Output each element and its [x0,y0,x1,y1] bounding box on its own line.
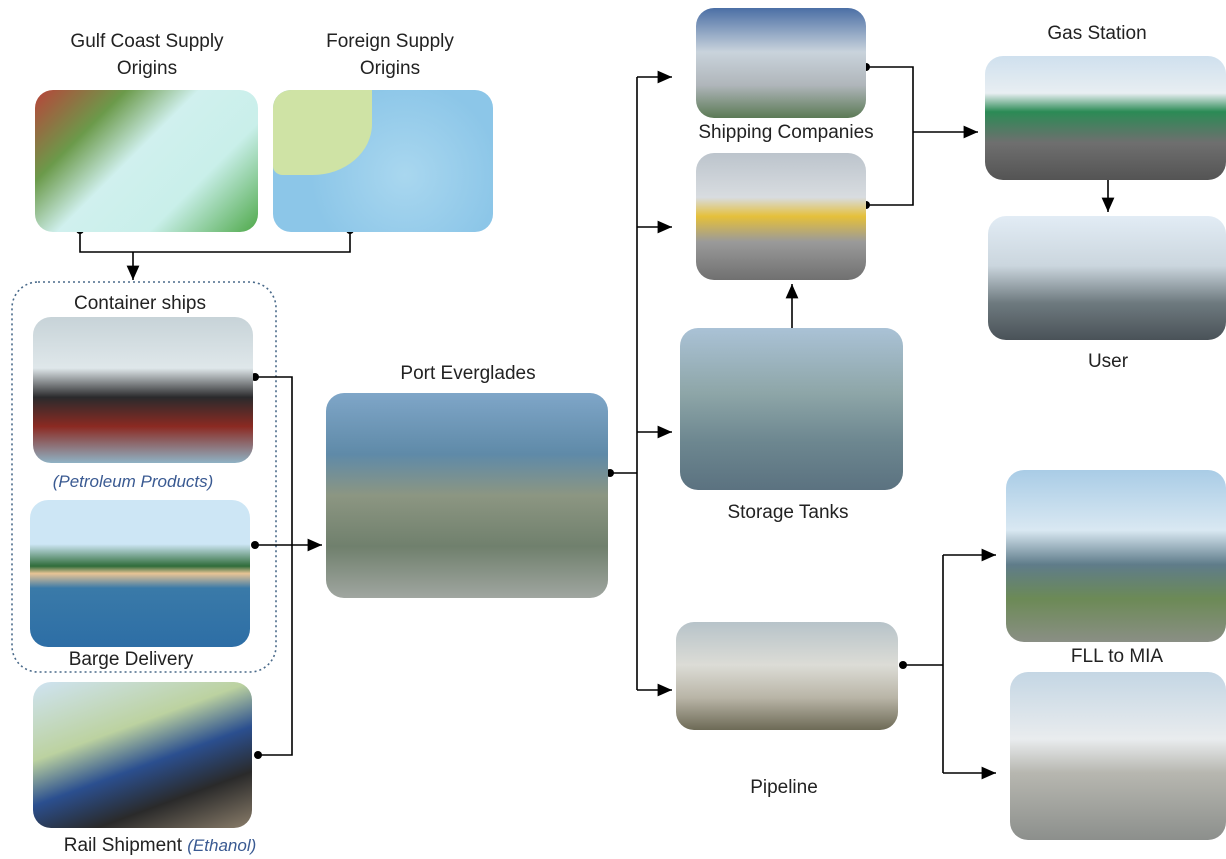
foreign-map [273,90,493,232]
label-row: Rail Shipment (Ethanol) [20,832,300,859]
fll-photo [1006,470,1226,642]
storage-photo [680,328,903,490]
dot [254,751,262,759]
label: Shipping Companies [666,119,906,146]
dot [899,661,907,669]
gulf-map [35,90,258,232]
page: Gulf Coast Supply Origins Foreign Supply… [0,0,1226,858]
gas-station-photo [985,56,1226,180]
connector [255,377,292,755]
ship-photo [33,317,253,463]
label: Rail Shipment [64,835,182,856]
connector [610,77,637,690]
rail-photo [33,682,252,828]
group-title: Container ships [20,290,260,317]
label: FLL to MIA [1017,643,1217,670]
label: Barge Delivery [11,646,251,673]
label: Gas Station [997,20,1197,47]
label: Foreign Supply Origins [305,28,475,82]
label: User [1008,348,1208,375]
truck-photo [696,153,866,280]
note: (Ethanol) [187,836,256,855]
barge-photo [30,500,250,647]
connector [903,555,943,773]
note: (Petroleum Products) [13,468,253,495]
port-photo [326,393,608,598]
user-photo [988,216,1226,340]
label: Pipeline [664,774,904,801]
shipping-photo [696,8,866,118]
mia-photo [1010,672,1226,840]
connector [80,230,350,252]
dot [251,541,259,549]
label: Gulf Coast Supply Origins [47,28,247,82]
label: Storage Tanks [668,499,908,526]
label: Port Everglades [348,360,588,387]
pipeline-photo [676,622,898,730]
